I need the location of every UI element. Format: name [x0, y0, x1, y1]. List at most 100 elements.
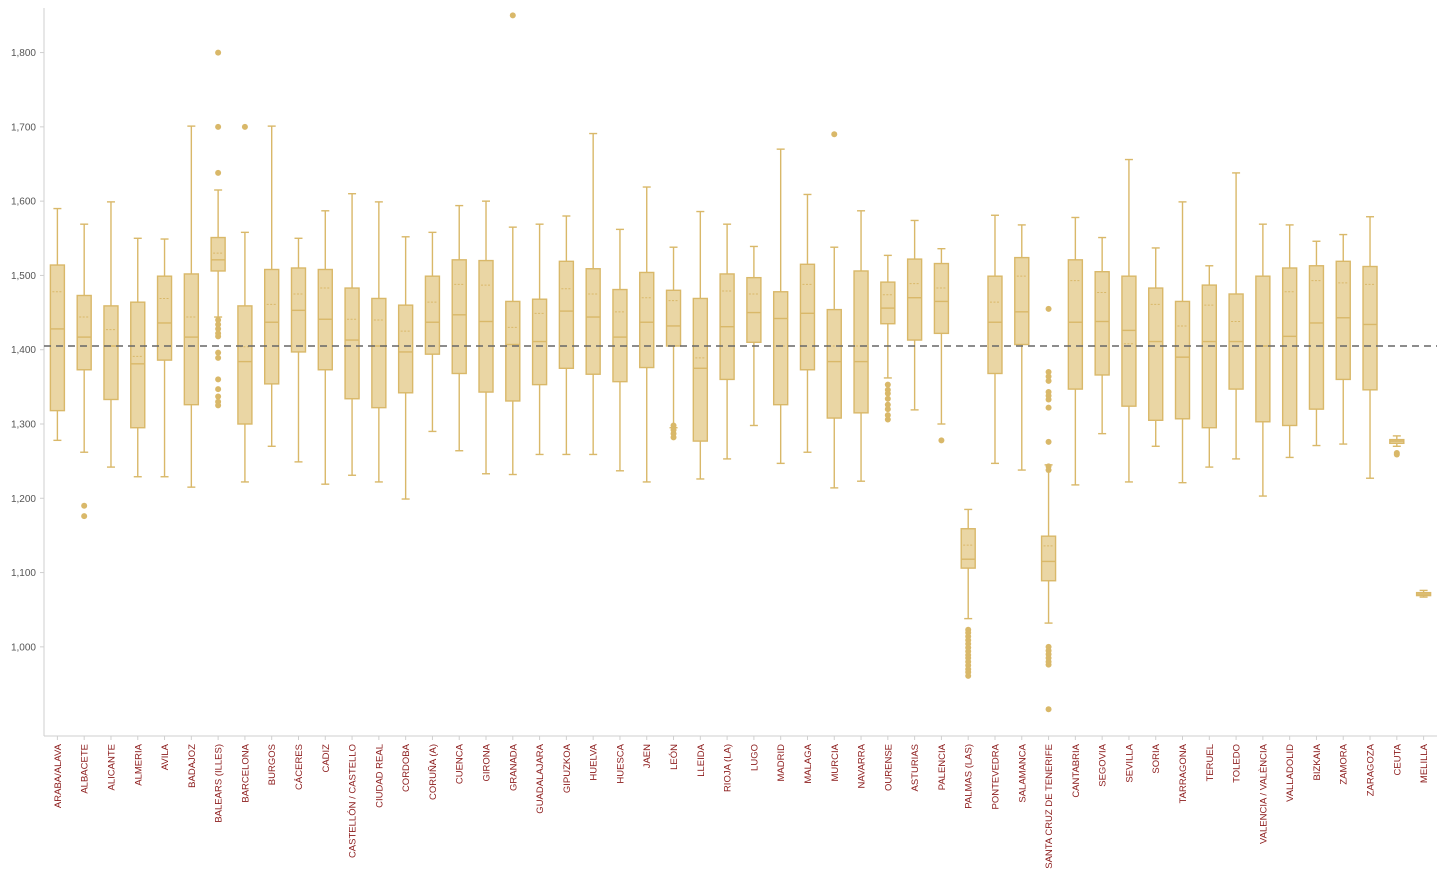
- box-plot-item: [906, 219, 923, 411]
- box-iqr: [960, 528, 976, 569]
- box-iqr: [237, 305, 253, 425]
- outlier-point: [670, 422, 677, 429]
- x-tick-label: LUGO: [749, 744, 760, 771]
- outlier-point: [215, 333, 222, 340]
- outlier-point: [509, 12, 516, 19]
- box-iqr: [772, 291, 789, 406]
- box-plot-item: [1415, 589, 1432, 598]
- x-tick-label: BURGOS: [267, 744, 278, 785]
- box-iqr: [264, 268, 280, 385]
- outlier-point: [215, 386, 222, 393]
- outlier-point: [1045, 396, 1052, 403]
- x-tick-label: VALENCIA / VALÈNCIA: [1258, 743, 1269, 844]
- box-plot-item: [76, 223, 92, 520]
- box-plot-item: [1121, 158, 1137, 483]
- x-tick-label: NAVARRA: [857, 743, 868, 788]
- box-plot-item: [1148, 247, 1164, 447]
- x-tick-label: MALAGA: [803, 743, 814, 783]
- y-tick-label: 1,700: [11, 122, 36, 133]
- outlier-point: [215, 317, 222, 323]
- outlier-point: [1045, 404, 1052, 411]
- box-iqr: [371, 297, 387, 409]
- box-plot-item: [1040, 305, 1057, 713]
- x-tick-label: GUADALAJARA: [535, 743, 546, 813]
- x-tick-label: CASTELLÓN / CASTELLO: [348, 744, 359, 858]
- box-plot-item: [1201, 265, 1217, 468]
- box-plot-item: [799, 193, 816, 453]
- box-iqr: [826, 308, 842, 419]
- outlier-point: [1045, 661, 1052, 668]
- x-tick-label: MADRID: [776, 744, 787, 782]
- x-tick-label: BADAJOZ: [187, 744, 198, 788]
- outlier-point: [938, 437, 945, 444]
- x-tick-label: ASTURIAS: [910, 744, 921, 792]
- box-plot-item: [531, 223, 548, 456]
- box-plot-item: [1067, 216, 1084, 486]
- box-iqr: [49, 264, 66, 412]
- box-plot-item: [424, 231, 441, 433]
- x-tick-label: CANTABRIA: [1071, 743, 1082, 797]
- outlier-point: [1045, 373, 1052, 380]
- box-iqr: [558, 260, 575, 369]
- box-plot-item: [1362, 216, 1378, 479]
- box-plot-item: [1308, 240, 1325, 447]
- box-plot-item: [1174, 201, 1191, 484]
- box-iqr: [933, 262, 950, 335]
- x-tick-label: MURCIA: [830, 743, 841, 781]
- box-plot-item: [1014, 224, 1030, 471]
- outlier-point: [884, 390, 891, 397]
- x-axis: ARABA/ALAVA ALBACETE ALICANTE ALMERIA AVILA B…: [44, 735, 1437, 869]
- box-plot-item: [397, 236, 414, 500]
- outlier-point: [241, 123, 248, 130]
- x-tick-label: PALENCIA: [937, 743, 948, 790]
- x-tick-label: LEÓN: [669, 744, 680, 770]
- x-tick-label: HUELVA: [589, 743, 600, 780]
- box-iqr: [210, 236, 226, 272]
- box-plot-item: [264, 125, 280, 447]
- x-tick-label: PONTEVEDRA: [990, 743, 1001, 809]
- box-iqr: [451, 259, 467, 375]
- box-iqr: [880, 281, 896, 325]
- x-tick-label: BALEARS (ILLES): [214, 744, 225, 823]
- box-plot-item: [826, 131, 842, 489]
- x-tick-label: OURENSE: [883, 744, 894, 791]
- box-plot-item: [987, 214, 1003, 465]
- y-tick-label: 1,600: [11, 197, 36, 208]
- box-plot-item: [130, 237, 146, 478]
- box-iqr: [1308, 265, 1325, 410]
- outlier-point: [884, 406, 891, 413]
- box-iqr: [906, 258, 923, 341]
- x-tick-label: VALLADOLID: [1285, 744, 1296, 802]
- x-tick-label: ZAMORA: [1339, 743, 1350, 784]
- x-tick-label: SANTA CRUZ DE TENERIFE: [1044, 744, 1055, 869]
- x-tick-label: SEGOVIA: [1098, 743, 1109, 786]
- x-tick-label: CUENCA: [455, 743, 466, 784]
- box-iqr: [478, 259, 494, 393]
- box-plot-item: [960, 508, 976, 679]
- x-tick-label: TERUEL: [1205, 744, 1216, 781]
- x-tick-label: ALMERIA: [133, 743, 144, 785]
- box-plot-item: [1094, 236, 1110, 435]
- outlier-point: [884, 381, 891, 388]
- x-tick-label: BIZKAIA: [1312, 743, 1323, 780]
- box-plot-item: [49, 207, 66, 442]
- box-plot-item: [451, 204, 467, 452]
- x-tick-label: ALBACETE: [80, 744, 91, 794]
- x-tick-label: ARABA/ALAVA: [53, 743, 64, 808]
- box-iqr: [1174, 300, 1191, 420]
- x-tick-label: GIRONA: [482, 743, 493, 781]
- outlier-point: [81, 513, 88, 520]
- box-iqr: [156, 275, 173, 361]
- box-plot-item: [478, 200, 494, 475]
- box-plot-item: [371, 201, 387, 483]
- box-iqr: [692, 297, 709, 442]
- box-series: [49, 12, 1432, 713]
- box-plot-item: [103, 201, 119, 468]
- box-iqr: [1362, 265, 1378, 391]
- outlier-point: [884, 395, 891, 402]
- box-iqr: [505, 300, 521, 402]
- y-tick-label: 1,200: [11, 494, 36, 505]
- x-tick-label: CIUDAD REAL: [374, 744, 385, 808]
- outlier-point: [1045, 369, 1052, 375]
